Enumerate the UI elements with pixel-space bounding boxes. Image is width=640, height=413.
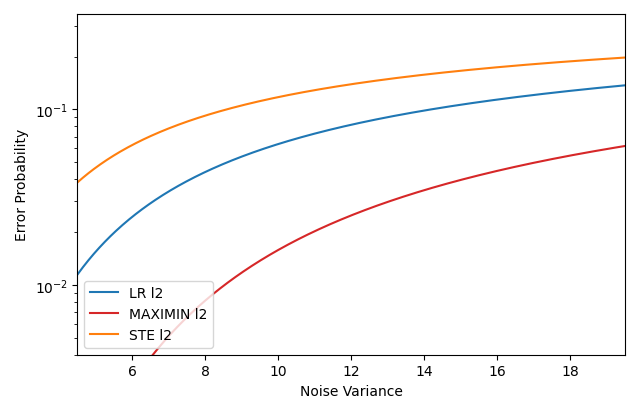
LR l2 <box>608 85 616 90</box>
STE l2 <box>370 79 378 84</box>
MAXIMIN l2 <box>608 146 616 151</box>
LR l2 <box>333 126 341 131</box>
MAXIMIN l2 <box>337 218 345 223</box>
STE l2 <box>621 56 629 61</box>
MAXIMIN l2 <box>370 205 378 210</box>
LR l2 <box>74 272 81 277</box>
Y-axis label: Error Probability: Error Probability <box>15 129 29 241</box>
Line: LR l2: LR l2 <box>77 86 625 275</box>
LR l2 <box>399 112 407 117</box>
STE l2 <box>399 76 407 81</box>
MAXIMIN l2 <box>399 195 407 199</box>
LR l2 <box>337 126 345 131</box>
STE l2 <box>522 63 530 68</box>
Legend: LR l2, MAXIMIN l2, STE l2: LR l2, MAXIMIN l2, STE l2 <box>84 281 212 348</box>
Line: MAXIMIN l2: MAXIMIN l2 <box>77 147 625 413</box>
X-axis label: Noise Variance: Noise Variance <box>300 384 403 398</box>
MAXIMIN l2 <box>522 162 530 167</box>
STE l2 <box>608 57 616 62</box>
LR l2 <box>621 84 629 89</box>
STE l2 <box>333 85 341 90</box>
MAXIMIN l2 <box>621 144 629 149</box>
LR l2 <box>522 94 530 99</box>
Line: STE l2: STE l2 <box>77 58 625 183</box>
STE l2 <box>337 84 345 89</box>
STE l2 <box>74 180 81 185</box>
MAXIMIN l2 <box>333 219 341 224</box>
LR l2 <box>370 118 378 123</box>
